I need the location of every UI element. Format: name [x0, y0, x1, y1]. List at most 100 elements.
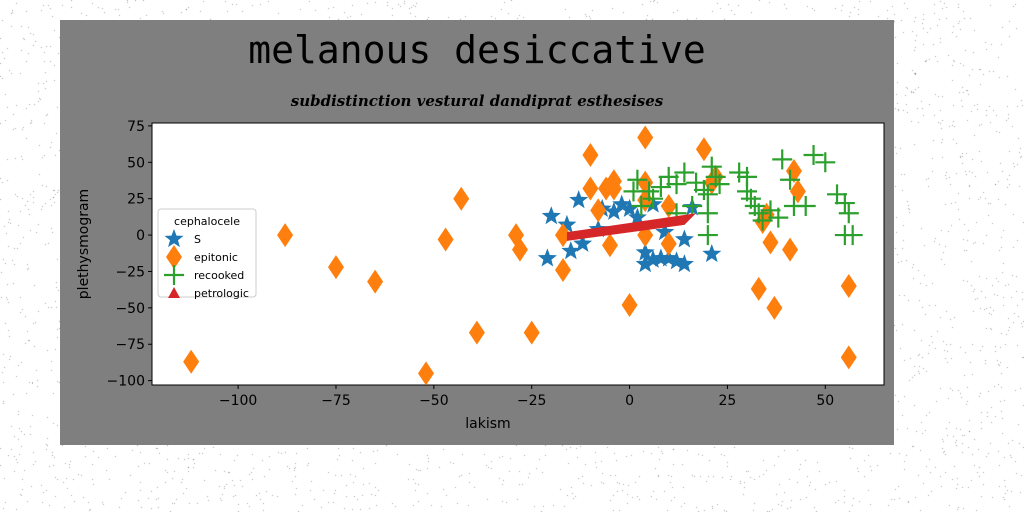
y-tick-label: 0: [136, 228, 145, 244]
series-epitonic: [183, 125, 857, 385]
data-point: [643, 188, 664, 209]
data-point: [697, 203, 718, 224]
data-point: [697, 184, 718, 205]
data-point: [582, 176, 599, 201]
x-tick-label: 0: [625, 393, 634, 409]
data-point: [612, 194, 632, 213]
data-point: [573, 233, 593, 252]
data-point: [604, 201, 624, 220]
legend-label: epitonic: [194, 251, 238, 264]
data-point: [601, 233, 618, 258]
data-point: [635, 242, 655, 261]
legend-marker: [168, 287, 180, 298]
data-point: [537, 248, 557, 267]
data-point: [772, 149, 793, 170]
legend-label: recooked: [194, 269, 244, 282]
x-tick-label: −50: [419, 393, 449, 409]
data-point: [803, 145, 824, 166]
data-point: [468, 320, 485, 345]
y-tick-label: −75: [115, 337, 145, 353]
data-point: [605, 176, 622, 201]
data-point: [569, 190, 589, 209]
data-point: [840, 345, 857, 370]
data-point: [674, 254, 694, 273]
data-point: [834, 193, 855, 214]
data-point: [709, 174, 730, 195]
data-point: [627, 169, 648, 190]
x-tick-label: 50: [816, 393, 834, 409]
x-tick-label: −100: [219, 393, 257, 409]
chart-title: melanous desiccative: [248, 28, 706, 72]
y-axis-label: plethysmogram: [76, 189, 92, 299]
legend-marker: [164, 265, 184, 285]
scatter-chart: −100 −75 −50 −25 0 25 50 75 50 25 0 −25 −50 −75 −100 la…: [76, 119, 885, 432]
data-point: [782, 237, 799, 262]
series-recooked: [623, 145, 863, 246]
data-point: [695, 137, 712, 162]
data-point: [627, 207, 647, 226]
data-point: [674, 162, 695, 183]
data-point: [702, 244, 722, 263]
data-point: [660, 231, 677, 256]
data-point: [840, 274, 857, 299]
x-tick-label: 25: [719, 393, 737, 409]
data-point: [523, 320, 540, 345]
data-point: [590, 198, 607, 223]
data-point: [620, 198, 640, 217]
data-point: [815, 152, 836, 173]
data-point: [655, 222, 675, 241]
legend-label: S: [194, 233, 201, 246]
data-point: [752, 210, 773, 231]
data-point: [701, 156, 722, 177]
data-point: [621, 292, 638, 317]
data-point: [437, 227, 454, 252]
data-point: [674, 229, 694, 248]
y-tick-label: −25: [115, 264, 145, 280]
data-point: [768, 207, 789, 228]
data-point: [277, 223, 294, 248]
data-point: [637, 125, 654, 150]
data-point: [511, 237, 528, 262]
legend-marker: [166, 245, 182, 269]
data-point: [795, 195, 816, 216]
data-point: [418, 361, 435, 385]
data-point: [555, 258, 572, 283]
data-point: [541, 206, 561, 225]
data-point: [650, 177, 671, 198]
data-point: [666, 174, 687, 195]
data-point: [183, 349, 200, 374]
data-point: [555, 223, 572, 248]
data-point: [762, 230, 779, 255]
x-axis-label: lakism: [465, 416, 510, 432]
data-point: [660, 193, 677, 218]
series-S: [537, 190, 722, 273]
legend-label: petrologic: [194, 287, 249, 300]
figure: melanous desiccative subdistinction vest…: [60, 20, 894, 445]
legend-marker: [164, 229, 184, 248]
data-point: [838, 203, 859, 224]
data-point: [827, 184, 848, 205]
data-point: [659, 248, 679, 267]
y-tick-label: 25: [127, 192, 145, 208]
data-point: [327, 255, 344, 280]
x-tick-label: −25: [517, 393, 547, 409]
data-point: [582, 143, 599, 168]
data-point: [697, 225, 718, 246]
data-point: [729, 162, 750, 183]
chart-subtitle: subdistinction vestural dandiprat esthes…: [290, 92, 664, 110]
data-point: [367, 269, 384, 294]
series-petrologic: [566, 213, 697, 241]
x-tick-label: −75: [321, 393, 351, 409]
data-point: [453, 186, 470, 211]
data-point: [635, 254, 655, 273]
petrologic-band: [566, 213, 697, 241]
data-point: [643, 249, 663, 268]
y-tick-label: −50: [115, 301, 145, 317]
legend-title: cephalocele: [174, 215, 240, 228]
data-point: [651, 248, 671, 267]
data-point: [667, 251, 686, 270]
data-point: [766, 295, 783, 320]
y-tick-label: 75: [127, 119, 145, 135]
data-point: [557, 214, 577, 233]
